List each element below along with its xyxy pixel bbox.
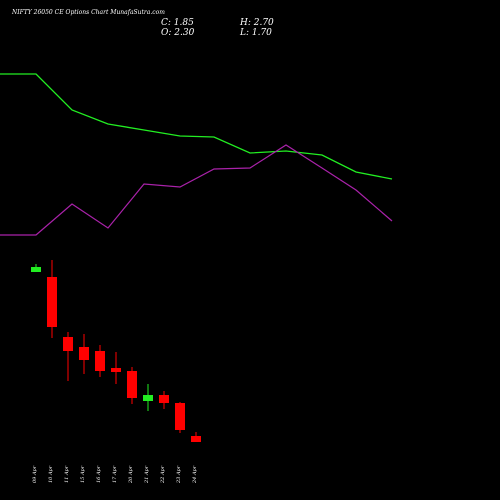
candle — [127, 367, 137, 404]
candle — [175, 402, 185, 433]
x-tick-label: 10 Apr — [48, 465, 54, 483]
x-tick-label: 22 Apr — [160, 465, 166, 484]
x-tick-label: 21 Apr — [144, 465, 150, 484]
x-tick-label: 23 Apr — [176, 465, 182, 484]
low-value: L: 1.70 — [240, 28, 272, 38]
x-tick-label: 17 Apr — [112, 465, 118, 483]
x-axis-labels: 09 Apr 10 Apr 11 Apr 15 Apr 16 Apr 17 Ap… — [32, 465, 198, 484]
close-value: C: 1.85 — [161, 18, 194, 28]
candle — [95, 345, 105, 377]
x-tick-label: 09 Apr — [32, 465, 38, 483]
green-indicator-line — [0, 73, 393, 180]
x-tick-label: 20 Apr — [128, 465, 134, 484]
x-tick-label: 24 Apr — [192, 465, 198, 484]
candle — [111, 352, 121, 384]
open-value: O: 2.30 — [161, 28, 195, 38]
candle — [159, 391, 169, 409]
purple-indicator-line — [0, 144, 393, 236]
chart-title: NIFTY 26050 CE Options Chart MunafaSutra… — [12, 9, 165, 16]
candle — [47, 260, 57, 338]
candle — [63, 332, 73, 381]
candle — [191, 432, 201, 442]
x-tick-label: 16 Apr — [96, 465, 102, 483]
candle — [143, 384, 153, 411]
x-tick-label: 15 Apr — [80, 465, 86, 483]
candles-group — [31, 260, 201, 442]
x-tick-label: 11 Apr — [64, 465, 70, 483]
candle — [31, 264, 41, 272]
high-value: H: 2.70 — [240, 18, 274, 28]
candle — [79, 334, 89, 374]
